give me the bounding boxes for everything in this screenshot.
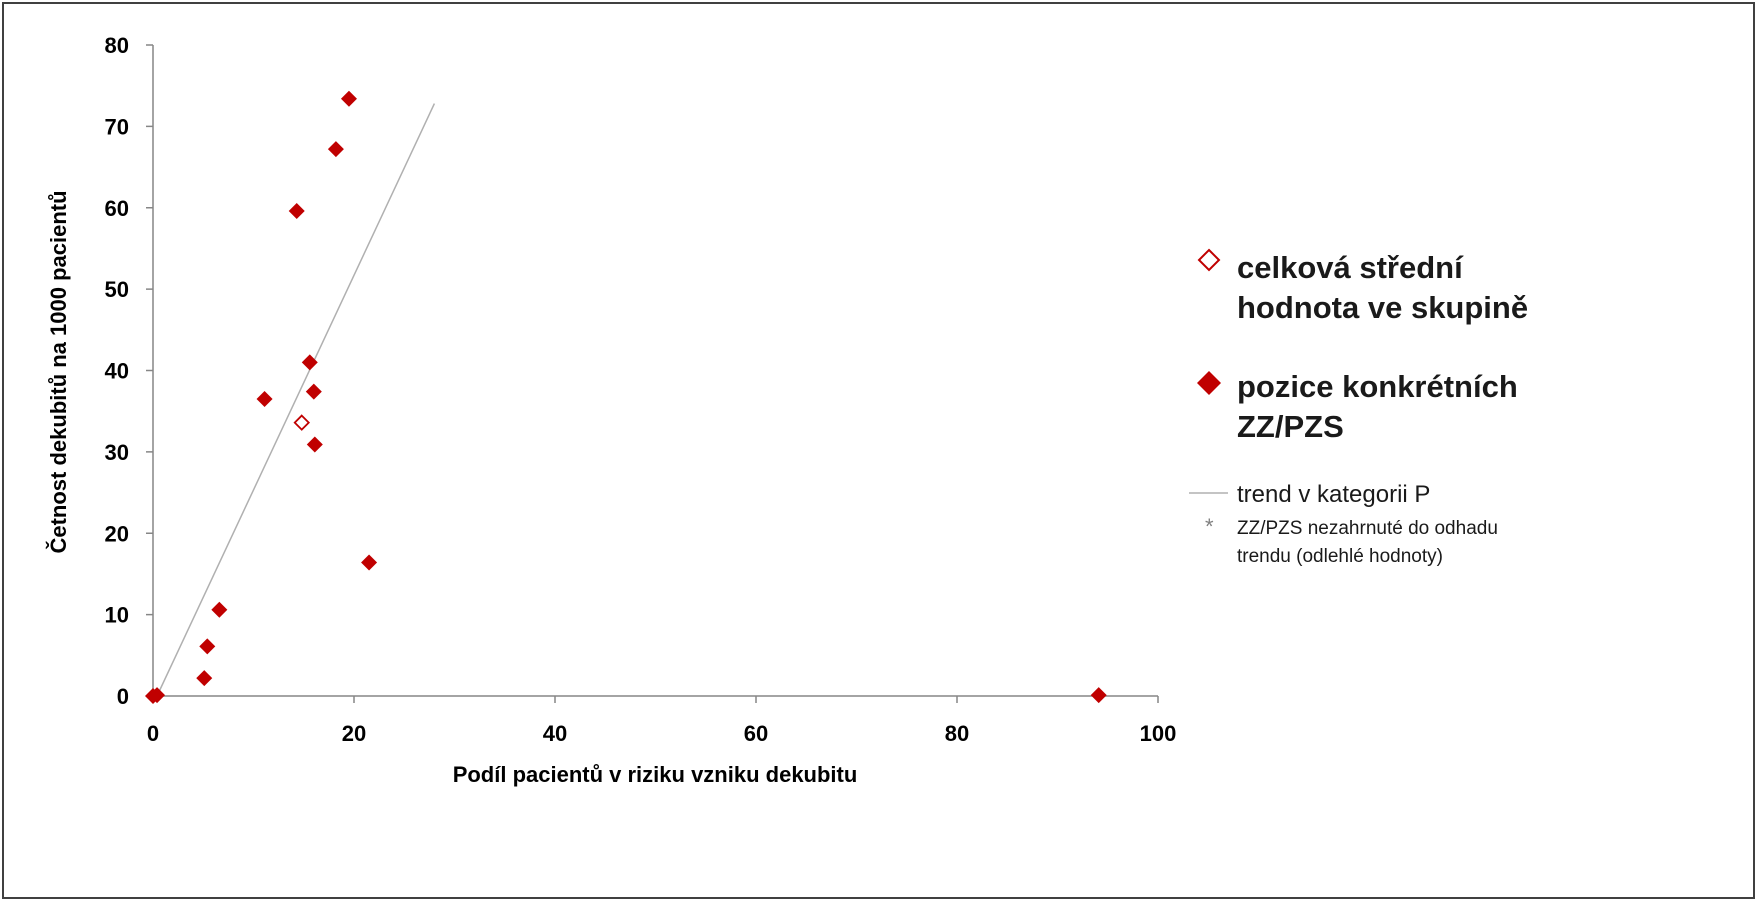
y-tick-label: 10	[105, 603, 129, 628]
legend-mean-label-line1: celková střední	[1237, 250, 1464, 285]
data-point	[340, 90, 357, 107]
data-point	[1090, 687, 1107, 704]
axes	[152, 45, 1158, 697]
x-tick-label: 0	[147, 721, 159, 746]
legend: celková střední hodnota ve skupině pozic…	[1189, 248, 1528, 567]
mean-point	[293, 414, 311, 431]
y-tick-label: 30	[105, 440, 129, 465]
y-tick-label: 60	[105, 196, 129, 221]
data-point	[306, 436, 323, 453]
legend-trend-label: trend v kategorii P	[1237, 481, 1430, 508]
x-tick-label: 100	[1140, 721, 1177, 746]
data-point	[301, 354, 318, 371]
legend-mean-label-line2: hodnota ve skupině	[1237, 290, 1528, 325]
legend-points-label-line1: pozice konkrétních	[1237, 369, 1518, 404]
y-axis-title: Četnost dekubitů na 1000 pacientů	[46, 190, 71, 553]
legend-points-label-line2: ZZ/PZS	[1237, 409, 1344, 444]
data-point	[211, 601, 228, 618]
legend-outlier-asterisk-icon: *	[1205, 514, 1214, 539]
x-tick-label: 60	[744, 721, 768, 746]
data-point	[199, 638, 216, 655]
x-tick-label: 80	[945, 721, 969, 746]
legend-filled-diamond-icon	[1197, 371, 1221, 395]
data-point	[149, 687, 166, 704]
x-tick-label: 40	[543, 721, 567, 746]
ticks: 0 20 40 60 80 100 0 10 20 30 40 50 60 70 80	[105, 33, 1177, 746]
legend-hollow-diamond-icon	[1197, 248, 1221, 272]
y-tick-label: 50	[105, 277, 129, 302]
y-tick-label: 0	[117, 684, 129, 709]
data-point	[256, 390, 273, 407]
y-tick-label: 70	[105, 114, 129, 139]
trend-line-group	[156, 103, 436, 697]
data-point	[196, 670, 213, 687]
trend-line	[156, 103, 436, 697]
data-point	[327, 141, 344, 158]
x-axis-title: Podíl pacientů v riziku vzniku dekubitu	[453, 762, 858, 787]
y-tick-label: 80	[105, 33, 129, 58]
data-point	[305, 383, 322, 400]
y-tick-label: 40	[105, 359, 129, 384]
legend-outlier-label-line1: ZZ/PZS nezahrnuté do odhadu	[1237, 518, 1498, 539]
x-tick-label: 20	[342, 721, 366, 746]
legend-outlier-label-line2: trendu (odlehlé hodnoty)	[1237, 546, 1443, 567]
y-tick-label: 20	[105, 521, 129, 546]
data-point	[361, 554, 378, 571]
points-group	[145, 90, 1107, 704]
data-point	[288, 203, 305, 220]
